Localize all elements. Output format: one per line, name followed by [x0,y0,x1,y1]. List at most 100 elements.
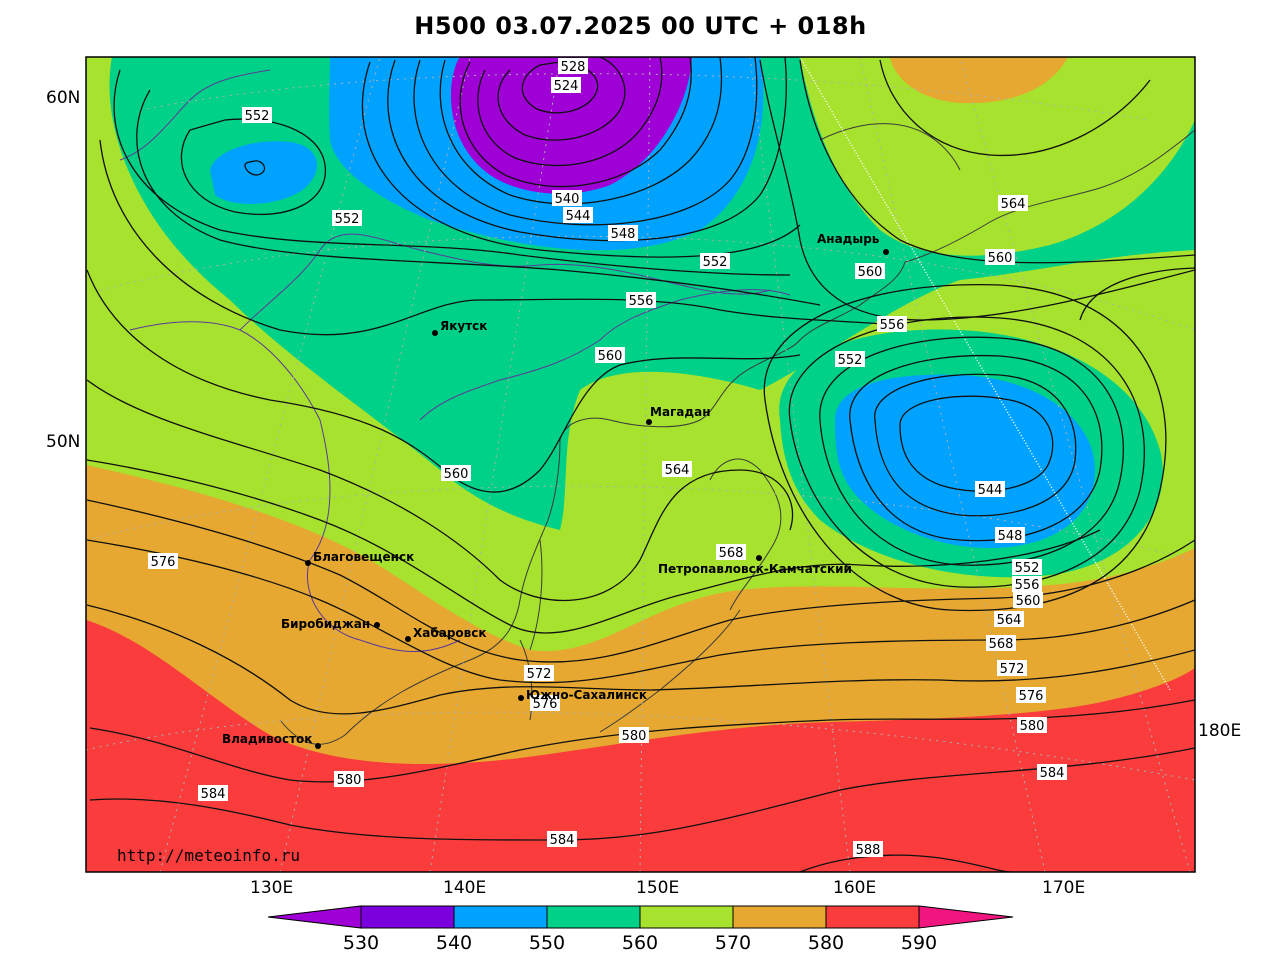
colorbar-tick-label: 530 [343,932,379,954]
contour-label: 560 [441,465,471,482]
contour-label-background [334,771,364,787]
contour-label-text: 544 [566,209,591,224]
contour-label-background [853,841,883,857]
contour-label-background [619,727,649,743]
contour-label-text: 544 [978,483,1003,498]
contour-label-text: 564 [997,613,1022,628]
contour-label-background [595,347,625,363]
contour-label: 584 [198,785,228,802]
contour-label: 564 [662,461,692,478]
contour-label-text: 568 [989,637,1014,652]
contour-label-background [855,263,885,279]
contour-label-background [716,544,746,560]
height-field [86,57,1195,872]
contour-label-text: 576 [1019,689,1044,704]
city-dot [646,419,652,425]
contour-label: 584 [547,831,577,848]
contour-label-text: 580 [337,773,362,788]
city-name: Благовещенск [313,550,414,564]
contour-label-background [148,553,178,569]
contour-label-text: 568 [719,546,744,561]
contour-label-text: 556 [880,318,905,333]
colorbar-segment [918,905,1014,929]
contour-label: 556 [626,292,656,309]
lat-label-60n: 60N [46,88,80,108]
contour-label-background [997,660,1027,676]
contour-label: 576 [1016,687,1046,704]
contour-label-text: 528 [561,60,586,75]
colorbar-segment [267,905,362,929]
city-dot [374,622,380,628]
contour-label: 580 [619,727,649,744]
contour-label-text: 560 [988,251,1013,266]
contour-label: 548 [995,527,1025,544]
contour-label: 584 [1037,764,1067,781]
contour-label-background [985,249,1015,265]
contour-label-text: 552 [838,353,863,368]
contour-label-text: 584 [201,787,226,802]
contour-label-text: 540 [555,192,580,207]
contour-label-text: 552 [245,109,270,124]
contour-label-background [1037,764,1067,780]
contour-label-background [198,785,228,801]
city-dot [405,636,411,642]
city-marker: Благовещенск [305,550,414,566]
city-marker: Анадырь [817,232,889,255]
contour-label-background [986,635,1016,651]
city-marker: Южно-Сахалинск [518,688,647,702]
colorbar-segment [453,905,548,929]
graticule [86,57,1195,872]
contour-label: 544 [975,481,1005,498]
contour-label-text: 552 [1015,561,1040,576]
contour-label: 528 [558,58,588,75]
colorbar-tick-label: 540 [436,932,472,954]
colorbar-tick-label: 560 [622,932,658,954]
city-name: Владивосток [222,732,312,746]
contour-label: 560 [985,249,1015,266]
contour-label-text: 572 [527,667,552,682]
contour-label: 588 [853,841,883,858]
contour-label-background [332,210,362,226]
contour-label: 540 [552,190,582,207]
contour-label-background [524,665,554,681]
city-marker: Магадан [646,405,711,425]
field-red [86,620,1195,872]
contour-label-text: 564 [665,463,690,478]
colorbar-tick-label: 590 [901,932,937,954]
colorbar-segment [639,905,734,929]
field-blue-northwest [210,141,317,204]
map-title: H500 03.07.2025 00 UTC + 018h [414,12,867,40]
contour-label-text: 572 [1000,662,1025,677]
contour-label: 552 [332,210,362,227]
contour-label-text: 584 [550,833,575,848]
contour-label-text: 576 [533,697,558,712]
contour-label-text: 548 [998,529,1023,544]
city-name: Петропавловск-Камчатский [658,562,852,576]
lon-label-150e: 150E [636,878,679,898]
contour-label-background [558,58,588,74]
colorbar-tick-label: 570 [715,932,751,954]
contour-label-background [563,207,593,223]
contour-label: 564 [994,611,1024,628]
city-marker: Хабаровск [405,626,487,642]
contour-label-background [995,527,1025,543]
city-name: Магадан [650,405,711,419]
contour-label: 552 [1012,559,1042,576]
contour-label-layer: 5285245405445485525525525565605605605645… [148,58,1067,858]
contour-label: 552 [835,351,865,368]
city-dot [305,560,311,566]
lat-label-50n: 50N [46,432,80,452]
contour-label: 548 [608,225,638,242]
city-marker: Биробиджан [281,617,380,631]
contour-label: 556 [1012,576,1042,593]
contour-label-text: 560 [858,265,883,280]
contour-label-text: 552 [703,255,728,270]
contour-label: 568 [986,635,1016,652]
contour-label-text: 552 [335,212,360,227]
contour-label: 552 [242,107,272,124]
contour-label-background [877,316,907,332]
contour-label: 572 [524,665,554,682]
colorbar-tick-label: 580 [808,932,844,954]
contour-label-background [608,225,638,241]
